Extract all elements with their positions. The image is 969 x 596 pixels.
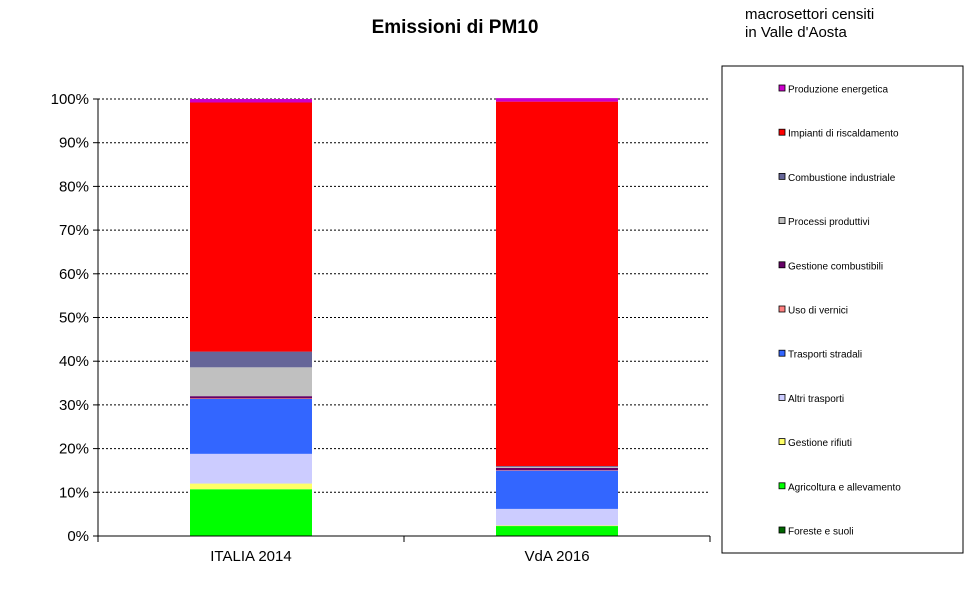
- legend-label: Gestione combustibili: [788, 261, 883, 272]
- legend-label: Gestione rifiuti: [788, 438, 852, 449]
- legend-swatch: [778, 305, 786, 313]
- legend-label: Trasporti stradali: [788, 350, 862, 361]
- bar-segment: [190, 396, 312, 399]
- bar-segment: [190, 99, 312, 103]
- bar-segment: [496, 466, 618, 468]
- bar-segment: [190, 102, 312, 352]
- bar-segment: [496, 467, 618, 471]
- y-tick-label: 40%: [59, 353, 89, 370]
- y-tick-label: 30%: [59, 397, 89, 414]
- bar-group: [496, 98, 618, 537]
- legend-title-line-1: macrosettori censiti: [745, 6, 874, 23]
- legend-swatch: [778, 482, 786, 490]
- bar-segment: [496, 470, 618, 471]
- bar-segment: [496, 470, 618, 509]
- y-tick-label: 80%: [59, 178, 89, 195]
- chart-title: Emissioni di PM10: [372, 17, 539, 38]
- axes: 0% 10% 20% 30% 40% 50% 60% 70% 80% 90% 100% ITALIA …: [51, 91, 711, 565]
- bar-segment: [496, 525, 618, 527]
- bar-segment: [190, 453, 312, 484]
- legend-item: Processi produttivi: [778, 217, 870, 228]
- bar-segment: [496, 466, 618, 467]
- legend-item: Agricoltura e allevamento: [778, 482, 901, 493]
- legend-swatch: [778, 526, 786, 534]
- bar-segment: [190, 489, 312, 536]
- legend-label: Combustione industriale: [788, 173, 896, 184]
- gridlines: [98, 98, 710, 493]
- legend-label: Uso di vernici: [788, 306, 848, 317]
- bar-segment: [496, 508, 618, 526]
- legend-item: Produzione energetica: [778, 84, 889, 96]
- legend-swatch: [778, 217, 786, 225]
- y-tick-label: 60%: [59, 266, 89, 283]
- legend-swatch: [778, 128, 786, 136]
- legend-swatch: [778, 84, 786, 92]
- legend-item: Gestione rifiuti: [778, 438, 852, 449]
- legend-item: Altri trasporti: [778, 393, 844, 405]
- bar-segment: [496, 525, 618, 536]
- legend-label: Produzione energetica: [788, 85, 889, 96]
- legend-swatch: [778, 393, 786, 401]
- y-tick-label: 0%: [67, 528, 89, 545]
- y-tick-label: 70%: [59, 222, 89, 239]
- legend-swatch: [778, 172, 786, 180]
- legend-swatch: [778, 261, 786, 269]
- bar-segment: [190, 483, 312, 490]
- bar-segment: [190, 367, 312, 397]
- bar-segment: [496, 101, 618, 467]
- legend-title-line-2: in Valle d'Aosta: [745, 24, 847, 41]
- legend: Produzione energetica Impianti di riscald…: [778, 84, 901, 538]
- legend-item: Uso di vernici: [778, 305, 848, 317]
- legend-label: Impianti di riscaldamento: [788, 129, 899, 140]
- bar-group: [190, 99, 312, 537]
- legend-item: Impianti di riscaldamento: [778, 128, 899, 140]
- y-tick-label: 90%: [59, 135, 89, 152]
- legend-label: Agricoltura e allevamento: [788, 482, 901, 493]
- y-tick-label: 20%: [59, 441, 89, 458]
- bars: [190, 98, 618, 537]
- legend-item: Gestione combustibili: [778, 261, 883, 272]
- bar-segment: [190, 398, 312, 399]
- bar-segment: [190, 351, 312, 368]
- legend-label: Foreste e suoli: [788, 527, 854, 538]
- bar-segment: [190, 398, 312, 454]
- x-tick-label: ITALIA 2014: [210, 548, 291, 565]
- y-tick-label: 100%: [51, 91, 89, 108]
- bar-segment: [496, 98, 618, 102]
- legend-label: Processi produttivi: [788, 217, 870, 228]
- x-tick-label: VdA 2016: [524, 548, 589, 565]
- y-tick-label: 50%: [59, 310, 89, 327]
- legend-box: [721, 65, 964, 554]
- legend-label: Altri trasporti: [788, 394, 844, 405]
- legend-swatch: [778, 349, 786, 357]
- y-tick-label: 10%: [59, 484, 89, 501]
- legend-item: Trasporti stradali: [778, 349, 862, 361]
- legend-item: Foreste e suoli: [778, 526, 854, 538]
- legend-swatch: [778, 438, 786, 446]
- legend-item: Combustione industriale: [778, 172, 896, 184]
